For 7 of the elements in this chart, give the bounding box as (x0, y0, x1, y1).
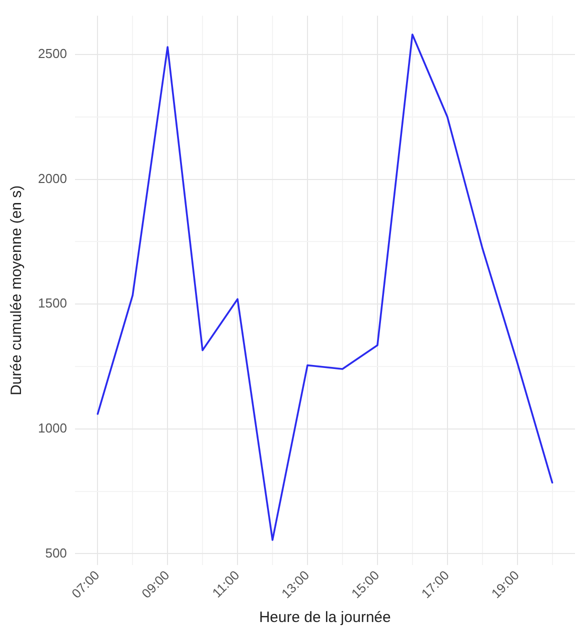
y-tick-label: 2000 (38, 170, 67, 186)
y-axis-title: Durée cumulée moyenne (en s) (8, 185, 26, 396)
y-tick-label: 500 (45, 545, 67, 560)
y-tick-label: 1500 (38, 296, 67, 311)
y-tick-label: 1000 (38, 420, 67, 436)
y-tick-label: 2500 (38, 46, 67, 62)
x-axis-title: Heure de la journée (259, 609, 391, 626)
